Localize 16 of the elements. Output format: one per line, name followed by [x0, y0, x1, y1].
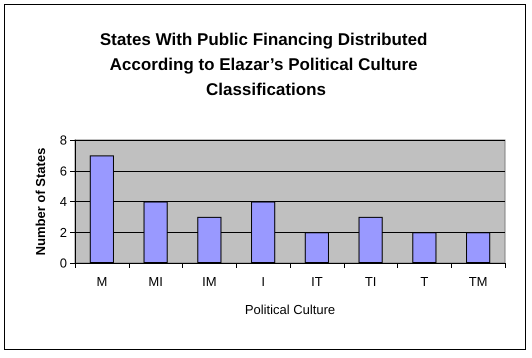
x-tick-label: M	[96, 274, 108, 289]
x-axis-title: Political Culture	[244, 302, 336, 317]
y-axis-title: Number of States	[33, 148, 48, 256]
x-tick-label: MI	[148, 274, 163, 289]
y-tick-label: 2	[60, 224, 67, 240]
y-tick-label: 0	[60, 256, 67, 270]
chart-title: States With Public Financing Distributed According to Elazar’s Political Culture Classifications	[100, 30, 432, 99]
x-tick-label: I	[261, 274, 265, 289]
y-tick-label: 4	[60, 194, 67, 209]
x-tick-label: IT	[311, 274, 323, 289]
x-tick-label: IM	[202, 274, 217, 289]
y-tick-label: 6	[60, 163, 67, 178]
x-tick-label: TI	[364, 274, 376, 289]
x-tick-label: TM	[468, 274, 488, 289]
y-tick-label: 8	[60, 132, 67, 148]
x-tick-label: T	[420, 274, 428, 289]
